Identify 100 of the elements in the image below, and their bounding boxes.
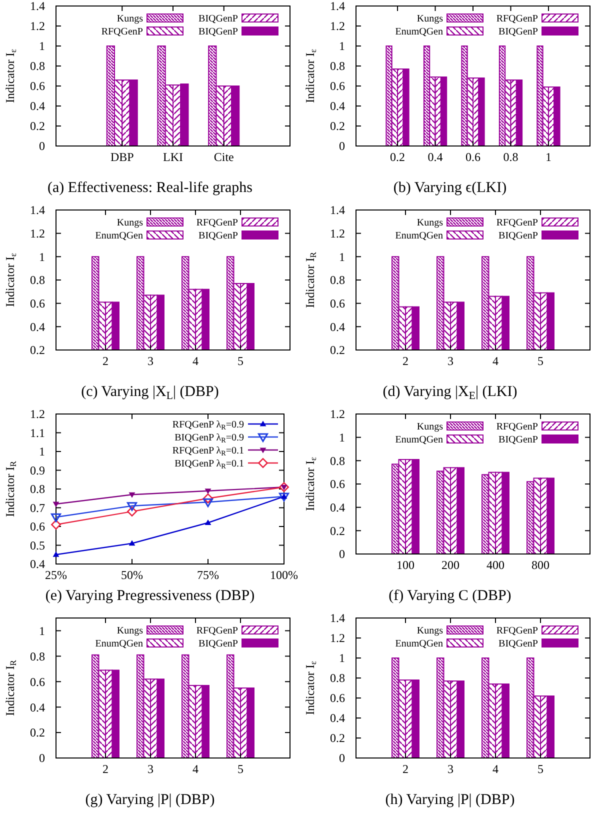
y-tick-label: 0 [339, 751, 345, 766]
y-tick-label: 1 [339, 651, 345, 666]
point [202, 498, 214, 508]
y-tick-label: 1 [39, 39, 45, 54]
y-tick-label: 0.8 [330, 273, 345, 288]
text: (e) Varying Pregressiveness (DBP) [45, 588, 255, 604]
legend-label: Kungs [116, 626, 144, 636]
x-tick-label: 4 [492, 762, 498, 776]
point [52, 551, 60, 557]
text: (g) Varying |P| (DBP) [85, 792, 215, 808]
legend-label: Kungs [416, 422, 444, 432]
text: (f) Varying C (DBP) [388, 588, 512, 604]
y-tick-label: 0.2 [330, 524, 345, 538]
x-tick-label: 3 [148, 354, 154, 368]
y-tick-label: 0.8 [30, 649, 45, 664]
x-tick-label: 5 [538, 354, 544, 368]
y-tick-label: 1 [339, 430, 345, 445]
x-tick-label: 2 [102, 354, 108, 368]
y-tick-label: 1 [339, 250, 345, 264]
y-tick-label: 0.7 [30, 500, 45, 515]
legend-label: RFQGenP [496, 218, 538, 228]
y-tick-label: 0.2 [30, 726, 45, 740]
y-tick-label: 0 [39, 751, 45, 766]
x-tick-label: 3 [148, 762, 154, 776]
legend-label: RFQGenP λ$_{R}$=0.9 [172, 420, 244, 432]
legend-label: EnumQGen [95, 638, 143, 650]
text: (c) Varying |X$_{L}$| (DBP) [81, 384, 219, 402]
point [204, 520, 212, 525]
point [128, 540, 136, 546]
y-tick-label: 0.6 [330, 477, 345, 492]
x-tick-label: 5 [238, 354, 244, 368]
y-tick-label: 0 [339, 547, 345, 562]
legend-label: Kungs [416, 218, 444, 228]
point [51, 520, 61, 530]
point [126, 502, 138, 511]
legend-label: Kungs [416, 14, 444, 24]
point [278, 492, 290, 502]
text: (a) Effectiveness: Real-life graphs [47, 180, 253, 196]
y-tick-label: 0.8 [330, 454, 345, 468]
x-tick-label: 25% [45, 568, 67, 582]
x-tick-label: 5 [538, 762, 544, 776]
y-tick-label: 1 [339, 39, 345, 54]
legend-label: EnumQGen [95, 230, 143, 242]
y-tick-label: 0.8 [30, 59, 45, 74]
y-tick-label: 0.6 [30, 79, 45, 94]
x-tick-label: Cite [214, 150, 234, 164]
y-tick-label: 0.6 [30, 520, 45, 534]
x-tick-label: DBP [110, 150, 134, 164]
legend-label: EnumQGen [395, 434, 443, 446]
y-tick-label: 0 [39, 139, 45, 154]
legend-label: RFQGenP [496, 422, 538, 432]
x-tick-label: 4 [492, 354, 498, 368]
point [128, 492, 136, 498]
legend-label: RFQGenP [196, 626, 238, 636]
x-tick-label: 1 [545, 150, 552, 164]
y-tick-label: 0.4 [330, 711, 345, 726]
legend-label: RFQGenP [196, 218, 238, 228]
y-tick-label: 1.1 [30, 426, 45, 440]
y-tick-label: 1 [39, 624, 45, 638]
legend-label: BIQGenP [498, 230, 538, 242]
y-tick-label: 1.2 [330, 407, 345, 422]
legend-label: Kungs [116, 14, 144, 24]
legend-label: EnumQGen [395, 638, 443, 650]
legend-label: BIQGenP [498, 638, 538, 650]
y-tick-label: 0.6 [330, 79, 345, 94]
x-tick-label: 4 [192, 762, 198, 776]
y-tick-label: 1.2 [330, 19, 345, 34]
legend-label: BIQGenP [198, 638, 238, 650]
y-tick-label: 1.4 [330, 203, 345, 218]
y-tick-label: 0.2 [330, 119, 345, 134]
x-tick-label: 0.8 [503, 150, 518, 164]
x-tick-label: 0.6 [466, 150, 480, 164]
x-tick-label: 2 [402, 762, 408, 776]
y-tick-label: 0.2 [330, 343, 345, 358]
x-tick-label: 0.4 [428, 150, 443, 164]
point [52, 502, 60, 508]
y-tick-label: 0.2 [30, 119, 45, 134]
y-tick-label: 0.2 [30, 343, 45, 358]
y-tick-label: 0.6 [30, 674, 45, 689]
x-tick-label: 2 [402, 354, 408, 368]
y-tick-label: 1.4 [30, 0, 45, 14]
point [204, 488, 212, 494]
legend-label: Kungs [116, 218, 144, 228]
x-tick-label: 2 [102, 762, 108, 776]
y-tick-label: 0.6 [330, 691, 345, 706]
y-tick-label: 0.8 [330, 671, 345, 686]
y-tick-label: 0.4 [30, 99, 45, 114]
y-tick-label: 1.4 [30, 203, 45, 218]
text: (d) Varying |X$_{E}$| (LKI) [382, 384, 518, 402]
x-tick-label: 800 [532, 558, 550, 572]
x-tick-label: 4 [192, 354, 198, 368]
y-tick-label: 0.6 [330, 296, 345, 311]
point [50, 513, 62, 522]
x-tick-label: 100 [396, 558, 414, 572]
legend-label: RFQGenP [101, 26, 144, 38]
legend-label: EnumQGen [395, 26, 443, 38]
y-tick-label: 0.9 [30, 463, 45, 478]
legend-label: BIQGenP [198, 230, 238, 242]
y-tick-label: 0.8 [330, 59, 345, 74]
y-tick-label: 0.4 [330, 99, 345, 114]
